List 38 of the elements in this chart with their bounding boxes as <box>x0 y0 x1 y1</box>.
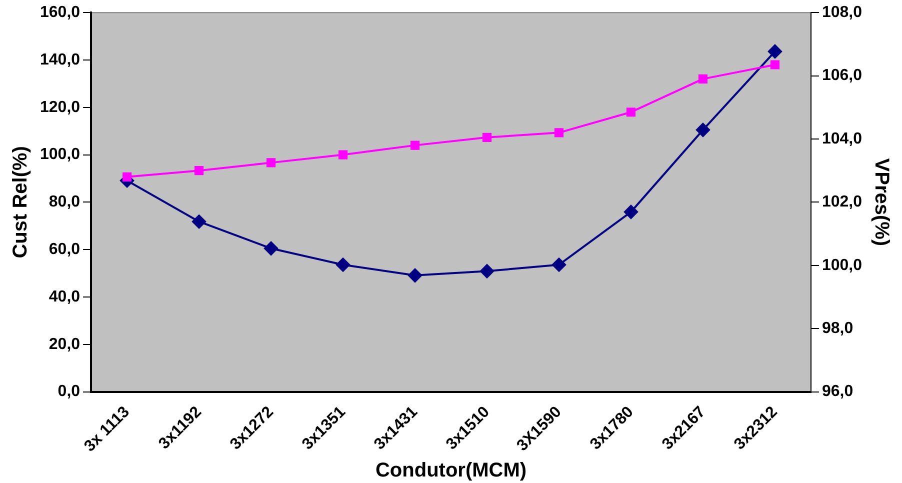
y-tick-label: 100,0 <box>40 146 80 164</box>
y2-tick-label: 106,0 <box>822 67 862 84</box>
point <box>194 166 204 176</box>
y2-tick-label: 102,0 <box>822 194 862 211</box>
point <box>408 268 422 282</box>
y-tick-label: 60,0 <box>48 240 80 258</box>
point <box>768 44 782 58</box>
y-tick-label: 140,0 <box>40 51 80 68</box>
point <box>338 150 348 160</box>
point <box>122 172 132 182</box>
y-tick-label: 80,0 <box>48 194 80 211</box>
y-tick-label: 40,0 <box>48 288 80 306</box>
x-axis-title: Condutor(MCM) <box>375 460 527 482</box>
y2-tick-label: 100,0 <box>822 256 862 274</box>
y2-tick-label: 108,0 <box>822 4 862 22</box>
y2-axis-title: VPres(%) <box>870 158 892 246</box>
point <box>698 74 708 84</box>
y2-tick-label: 98,0 <box>822 320 854 337</box>
y-tick-label: 0,0 <box>58 383 80 400</box>
point <box>770 60 780 70</box>
point <box>264 241 278 256</box>
y-axis-title: Cust Rel(%) <box>10 146 32 258</box>
point <box>192 214 206 229</box>
point <box>336 258 350 272</box>
point <box>624 204 638 219</box>
point <box>552 258 566 272</box>
y2-tick-label: 96,0 <box>822 383 854 400</box>
y-tick-label: 160,0 <box>40 4 80 22</box>
point <box>696 122 710 137</box>
point <box>480 264 494 278</box>
y2-tick-label: 104,0 <box>822 130 862 148</box>
y-tick-label: 20,0 <box>48 336 80 353</box>
point <box>266 158 276 168</box>
point <box>410 140 420 150</box>
y-tick-label: 120,0 <box>40 98 80 116</box>
point <box>554 128 564 138</box>
point <box>626 108 636 117</box>
point <box>482 132 492 142</box>
